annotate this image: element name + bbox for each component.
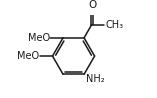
Text: O: O	[88, 0, 96, 10]
Text: CH₃: CH₃	[105, 20, 123, 30]
Text: NH₂: NH₂	[86, 74, 105, 84]
Text: MeO: MeO	[17, 51, 39, 61]
Text: MeO: MeO	[28, 33, 50, 43]
